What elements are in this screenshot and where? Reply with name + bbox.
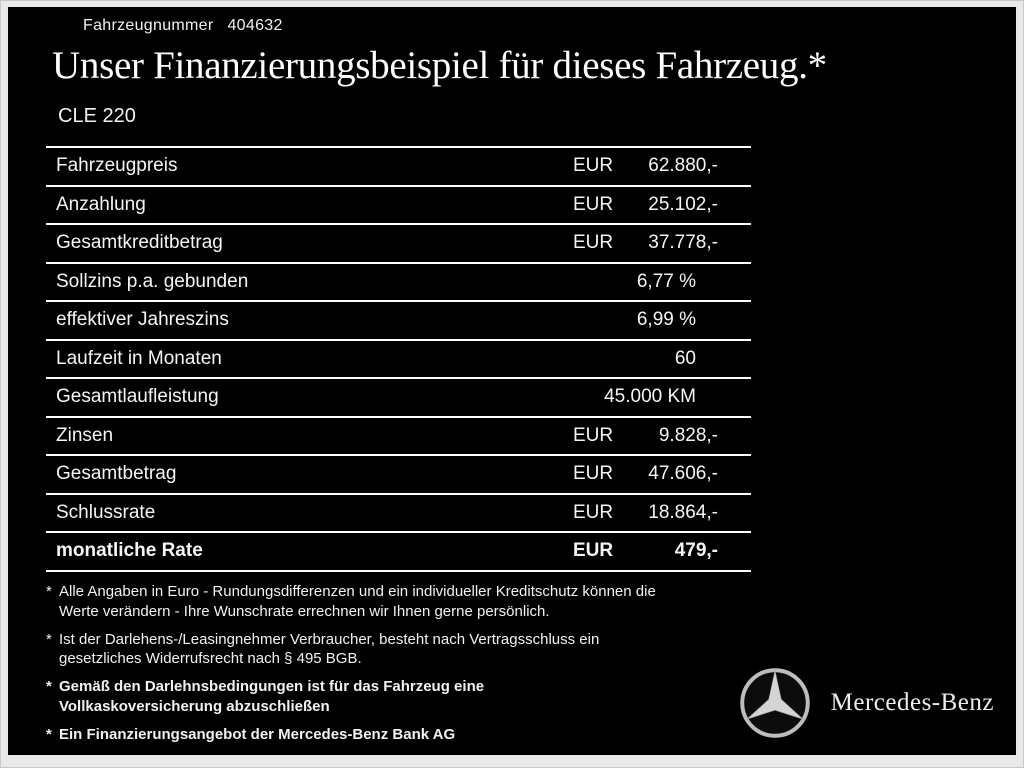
- row-value: EUR 479,-: [573, 540, 718, 562]
- table-row: Schlussrate EUR 18.864,-: [46, 492, 751, 532]
- currency-amount: 62.880,-: [648, 155, 718, 177]
- row-value: 6,77 %: [636, 270, 696, 292]
- vehicle-number-value: 404632: [227, 17, 283, 34]
- footnote-marker: *: [46, 725, 52, 743]
- currency-code: EUR: [573, 463, 614, 485]
- row-value: EUR 9.828,-: [573, 425, 718, 447]
- table-row: Gesamtlaufleistung 45.000 KM: [46, 377, 751, 416]
- footnote: * Ein Finanzierungsangebot der Mercedes-…: [46, 725, 766, 745]
- currency-code: EUR: [573, 193, 614, 215]
- currency-amount: 479,-: [674, 540, 718, 562]
- currency-amount: 47.606,-: [648, 463, 718, 485]
- row-value: EUR 25.102,-: [573, 194, 718, 216]
- footnote-marker: *: [46, 583, 52, 600]
- row-label: effektiver Jahreszins: [56, 309, 229, 331]
- table-row: effektiver Jahreszins 6,99 %: [46, 300, 751, 339]
- footnote-text: Ist der Darlehens-/Leasingnehmer Verbrau…: [59, 630, 599, 670]
- footnote-line: gesetzliches Widerrufsrecht nach § 495 B…: [59, 650, 362, 668]
- row-label: Gesamtbetrag: [56, 463, 177, 485]
- footnote-line: Gemäß den Darlehnsbedingungen ist für da…: [59, 678, 485, 696]
- row-value: 45.000 KM: [604, 386, 696, 408]
- table-row: Zinsen EUR 9.828,-: [46, 415, 751, 455]
- footnote: * Alle Angaben in Euro - Rundungsdiffere…: [46, 582, 766, 622]
- footnote-line: Werte verändern - Ihre Wunschrate errech…: [59, 602, 550, 620]
- currency-code: EUR: [573, 155, 614, 177]
- vehicle-number: Fahrzeugnummer 404632: [83, 17, 283, 35]
- row-label: Gesamtlaufleistung: [56, 386, 219, 408]
- footnote-line: Vollkaskoversicherung abzuschließen: [59, 697, 330, 715]
- row-value: EUR 37.778,-: [573, 232, 718, 254]
- vehicle-number-label: Fahrzeugnummer: [83, 17, 214, 34]
- footnote-text: Ein Finanzierungsangebot der Mercedes-Be…: [59, 725, 455, 745]
- table-row: Laufzeit in Monaten 60: [46, 338, 751, 378]
- currency-amount: 9.828,-: [658, 424, 718, 446]
- table-row: Sollzins p.a. gebunden 6,77 %: [46, 261, 751, 301]
- table-row: Fahrzeugpreis EUR 62.880,-: [46, 146, 751, 185]
- currency-amount: 18.864,-: [648, 501, 718, 523]
- row-value: EUR 18.864,-: [573, 502, 718, 524]
- currency-amount: 25.102,-: [648, 193, 718, 215]
- mercedes-star-icon: [739, 668, 810, 738]
- row-label: monatliche Rate: [56, 540, 203, 562]
- row-value: EUR 47.606,-: [573, 463, 718, 485]
- footnote-marker: *: [46, 630, 52, 648]
- finance-table: Fahrzeugpreis EUR 62.880,- Anzahlung EUR…: [46, 146, 751, 572]
- currency-code: EUR: [573, 540, 614, 562]
- row-label: Laufzeit in Monaten: [56, 347, 222, 369]
- currency-code: EUR: [573, 424, 614, 446]
- row-label: Fahrzeugpreis: [56, 155, 178, 177]
- footnote-line: Ist der Darlehens-/Leasingnehmer Verbrau…: [59, 630, 600, 648]
- row-label: Schlussrate: [56, 501, 156, 523]
- brand-block: Mercedes-Benz: [739, 667, 994, 739]
- footnote-text: Gemäß den Darlehnsbedingungen ist für da…: [59, 677, 484, 717]
- row-label: Zinsen: [56, 424, 114, 446]
- model-name: CLE 220: [58, 105, 136, 127]
- brand-name: Mercedes-Benz: [830, 689, 994, 716]
- row-value: 6,99 %: [636, 309, 696, 331]
- currency-code: EUR: [573, 232, 614, 254]
- table-row: Anzahlung EUR 25.102,-: [46, 184, 751, 224]
- row-value: EUR 62.880,-: [573, 155, 718, 177]
- footnote-line: Ein Finanzierungsangebot der Mercedes-Be…: [59, 725, 456, 743]
- table-row-monthly-rate: monatliche Rate EUR 479,-: [46, 531, 751, 572]
- footnote-text: Alle Angaben in Euro - Rundungsdifferenz…: [59, 582, 656, 622]
- row-label: Sollzins p.a. gebunden: [56, 270, 249, 292]
- footnote-marker: *: [46, 678, 52, 696]
- row-label: Gesamtkreditbetrag: [56, 232, 223, 254]
- row-value: 60: [674, 347, 696, 369]
- currency-amount: 37.778,-: [648, 232, 718, 254]
- currency-code: EUR: [573, 501, 614, 523]
- table-row: Gesamtbetrag EUR 47.606,-: [46, 454, 751, 493]
- page-title: Unser Finanzierungsbeispiel für dieses F…: [52, 44, 827, 87]
- footnotes: * Alle Angaben in Euro - Rundungsdiffere…: [46, 582, 766, 753]
- row-label: Anzahlung: [56, 193, 146, 215]
- footnote: * Gemäß den Darlehnsbedingungen ist für …: [46, 677, 766, 717]
- table-row: Gesamtkreditbetrag EUR 37.778,-: [46, 223, 751, 262]
- content-panel: Fahrzeugnummer 404632 Unser Finanzierungs…: [8, 7, 1016, 755]
- footnote-line: Alle Angaben in Euro - Rundungsdifferenz…: [59, 583, 656, 600]
- footnote: * Ist der Darlehens-/Leasingnehmer Verbr…: [46, 630, 766, 670]
